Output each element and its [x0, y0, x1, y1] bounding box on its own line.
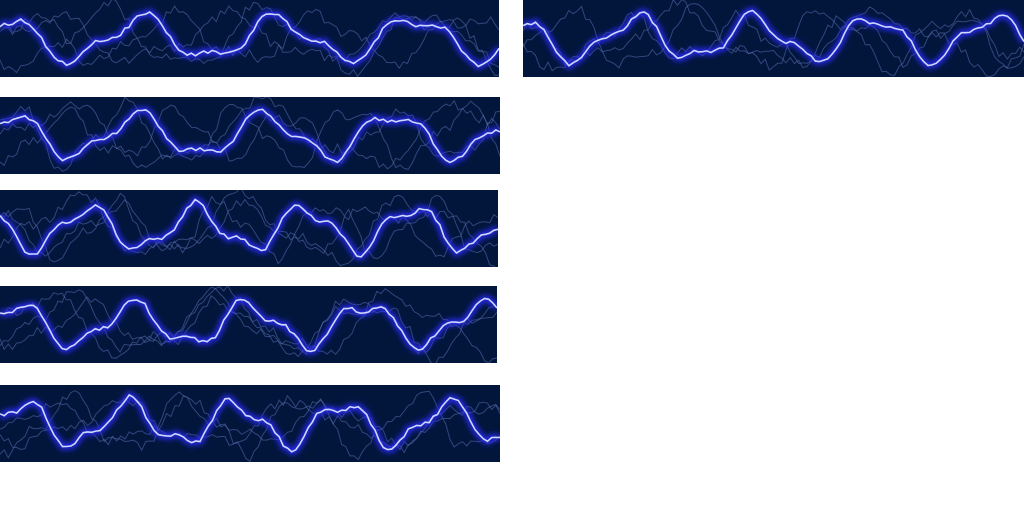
faint-strand [0, 390, 500, 462]
faint-strand [0, 97, 500, 170]
lightning-frame-4-graphic [0, 286, 497, 363]
lightning-frame-2-graphic [0, 97, 500, 174]
frame-background [0, 190, 498, 267]
faint-strand [0, 97, 500, 172]
faint-strand [0, 5, 499, 68]
lightning-frame-3-graphic [0, 190, 498, 267]
lightning-frame-6 [523, 0, 1024, 77]
lightning-frame-5 [0, 385, 500, 462]
lightning-frame-1-graphic [0, 0, 499, 77]
faint-strand [0, 286, 497, 363]
lightning-frame-5-graphic [0, 385, 500, 462]
lightning-frame-3 [0, 190, 498, 267]
faint-strand [523, 9, 1024, 69]
faint-strand [523, 0, 1024, 77]
faint-strand [0, 286, 497, 363]
lightning-frame-2 [0, 97, 500, 174]
faint-strand [0, 192, 498, 265]
bolt-core [0, 108, 500, 164]
bolt-core [523, 9, 1024, 67]
lightning-frame-4 [0, 286, 497, 363]
bolt-core [0, 393, 500, 453]
faint-strand [0, 198, 498, 258]
bolt-core [0, 11, 499, 68]
bolt-core [0, 198, 498, 258]
faint-strand [0, 0, 499, 77]
bolt-core [0, 297, 497, 353]
faint-strand [0, 5, 499, 69]
lightning-frame-1 [0, 0, 499, 77]
frame-background [0, 97, 500, 174]
faint-strand [0, 394, 500, 451]
lightning-frame-6-graphic [523, 0, 1024, 77]
faint-strand [523, 3, 1024, 76]
